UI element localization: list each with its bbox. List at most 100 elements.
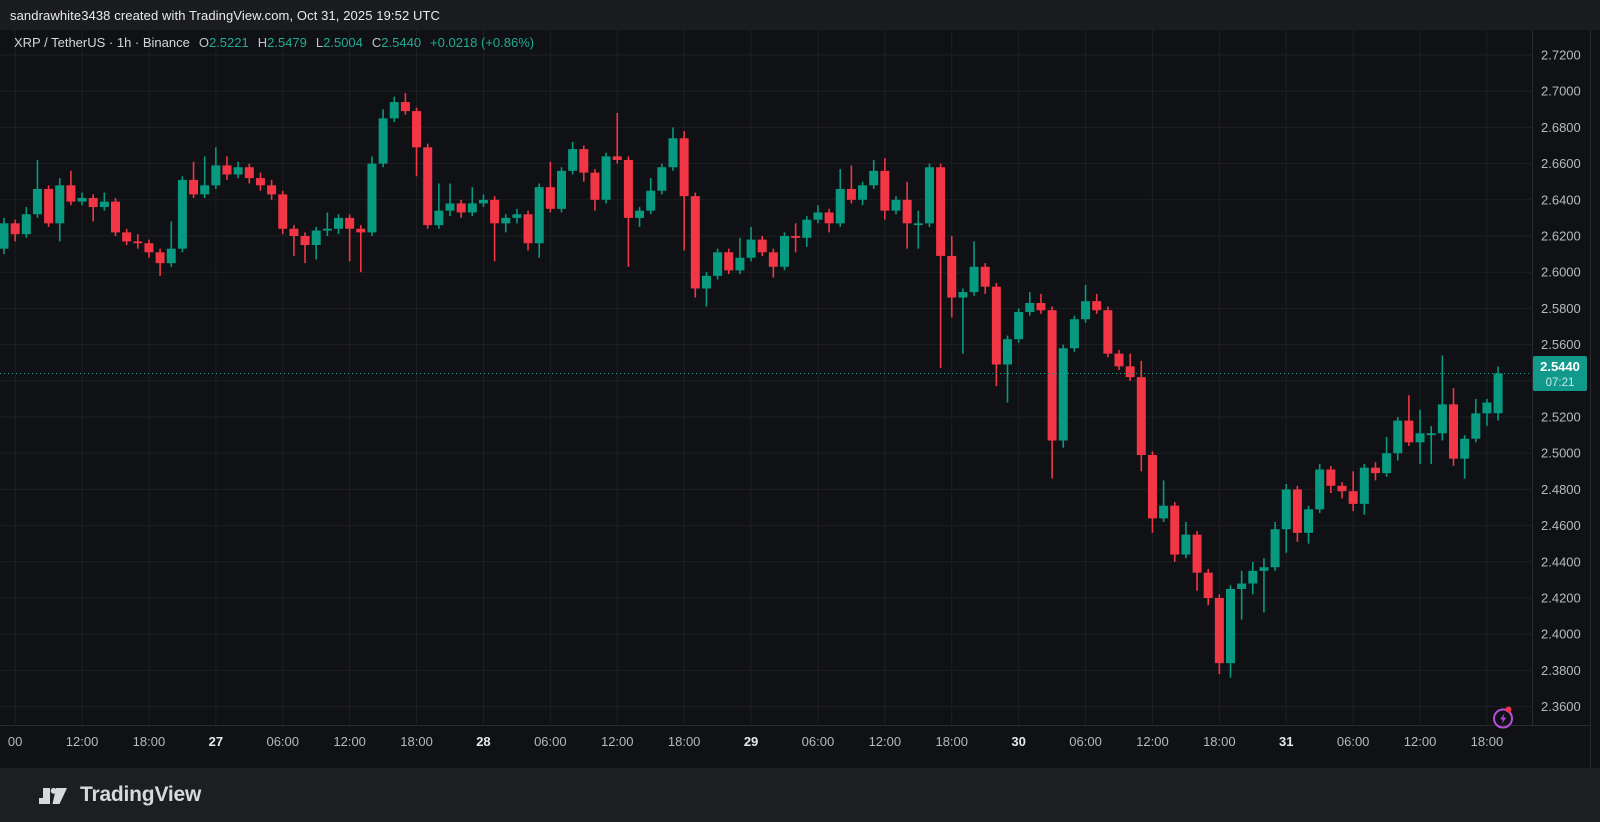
candle <box>824 208 834 233</box>
candle <box>32 159 42 218</box>
candle <box>1437 355 1447 441</box>
candle <box>1348 471 1358 512</box>
candle <box>177 176 187 253</box>
time-tick-label: 06:00 <box>1069 734 1102 749</box>
flash-circle-icon <box>1493 708 1513 729</box>
legend-close: C2.5440 <box>371 35 422 50</box>
chart-area: 2.7200 2.7000 2.6800 2.6600 2.6400 2.6200 2.60… <box>0 30 1600 768</box>
candle <box>913 210 923 249</box>
price-tick-label: 2.7000 <box>1541 84 1581 99</box>
candle <box>1014 308 1024 343</box>
candle <box>991 283 1001 387</box>
candle <box>77 192 87 206</box>
candle <box>1036 293 1046 314</box>
tradingview-logo-icon[interactable] <box>36 781 69 809</box>
candle <box>10 219 20 242</box>
candle <box>133 234 143 249</box>
time-tick-label: 06:00 <box>534 734 567 749</box>
candle <box>579 145 589 182</box>
candle <box>1081 284 1091 323</box>
candle <box>924 163 934 227</box>
legend-open: O2.5221 <box>198 35 249 50</box>
candle <box>1092 293 1102 314</box>
candle <box>423 143 433 229</box>
candle <box>189 161 199 198</box>
candle <box>1248 561 1258 595</box>
candle <box>623 156 633 267</box>
legend-low: L2.5004 <box>315 35 363 50</box>
candle <box>891 196 901 215</box>
price-tick-label: 2.6800 <box>1541 120 1581 135</box>
time-tick-label: 12:00 <box>601 734 634 749</box>
price-tick-label: 2.3600 <box>1541 699 1581 714</box>
candle <box>1125 353 1135 381</box>
candle <box>1192 531 1202 591</box>
time-tick-label: 18:00 <box>935 734 968 749</box>
attribution-bar: sandrawhite3438 created with TradingView… <box>0 0 1600 30</box>
candle <box>568 141 578 175</box>
candle <box>1203 569 1213 606</box>
candle <box>813 205 823 224</box>
candle <box>880 158 890 220</box>
time-tick-label: 12:00 <box>869 734 902 749</box>
candle <box>947 236 957 318</box>
candle <box>467 187 477 217</box>
time-scale[interactable]: 00 12:00 18:00 27 06:00 12:00 18:00 28 06:00 12:0… <box>8 734 1503 749</box>
candle <box>1170 502 1180 562</box>
candle <box>1370 462 1380 481</box>
candle <box>1304 505 1314 544</box>
price-tick-label: 2.5000 <box>1541 446 1581 461</box>
candle <box>88 194 98 222</box>
candle <box>400 93 410 115</box>
price-tick-label: 2.6000 <box>1541 265 1581 280</box>
candle <box>456 199 466 218</box>
candlestick-chart[interactable]: 2.7200 2.7000 2.6800 2.6600 2.6400 2.6200 2.60… <box>0 30 1600 768</box>
candle <box>846 165 856 204</box>
candle <box>345 214 355 262</box>
candle <box>534 183 544 258</box>
current-price-label: 2.5440 07:21 <box>1533 356 1587 392</box>
candle <box>902 181 912 249</box>
candle <box>802 216 812 247</box>
candle <box>1404 395 1414 446</box>
candle <box>278 190 288 235</box>
price-tick-label: 2.4400 <box>1541 554 1581 569</box>
candle <box>1359 464 1369 515</box>
candle <box>768 248 778 278</box>
candle <box>958 288 968 354</box>
candle <box>1069 315 1079 352</box>
candle <box>1382 436 1392 477</box>
candle <box>1415 409 1425 465</box>
candle <box>1103 306 1113 358</box>
time-tick-label: 12:00 <box>1404 734 1437 749</box>
candle <box>1226 585 1235 678</box>
price-tick-label: 2.4000 <box>1541 627 1581 642</box>
candle <box>635 207 645 227</box>
time-tick-label: 18:00 <box>133 734 166 749</box>
candle <box>969 241 979 296</box>
candle <box>1025 292 1035 316</box>
candle <box>1058 344 1068 448</box>
candle <box>724 248 734 275</box>
candle <box>122 228 132 246</box>
candle <box>44 185 54 227</box>
candle <box>1214 594 1224 675</box>
price-tick-label: 2.3800 <box>1541 663 1581 678</box>
symbol-title[interactable]: XRP / TetherUS · 1h · Binance <box>14 35 190 50</box>
candle <box>244 163 254 184</box>
candle <box>835 169 845 227</box>
candle <box>746 226 756 262</box>
time-tick-label: 12:00 <box>1136 734 1169 749</box>
price-tick-label: 2.4800 <box>1541 482 1581 497</box>
brand-name[interactable]: TradingView <box>80 783 202 806</box>
time-tick-label: 12:00 <box>66 734 99 749</box>
flash-ideas-button[interactable] <box>1491 705 1517 731</box>
price-scale[interactable]: 2.7200 2.7000 2.6800 2.6600 2.6400 2.6200 2.60… <box>1541 48 1581 715</box>
candle <box>1493 366 1503 421</box>
time-tick-label: 06:00 <box>802 734 835 749</box>
candle <box>434 183 444 229</box>
candle <box>356 225 366 273</box>
candle <box>858 181 868 206</box>
candle <box>936 163 946 369</box>
candle <box>334 214 343 235</box>
